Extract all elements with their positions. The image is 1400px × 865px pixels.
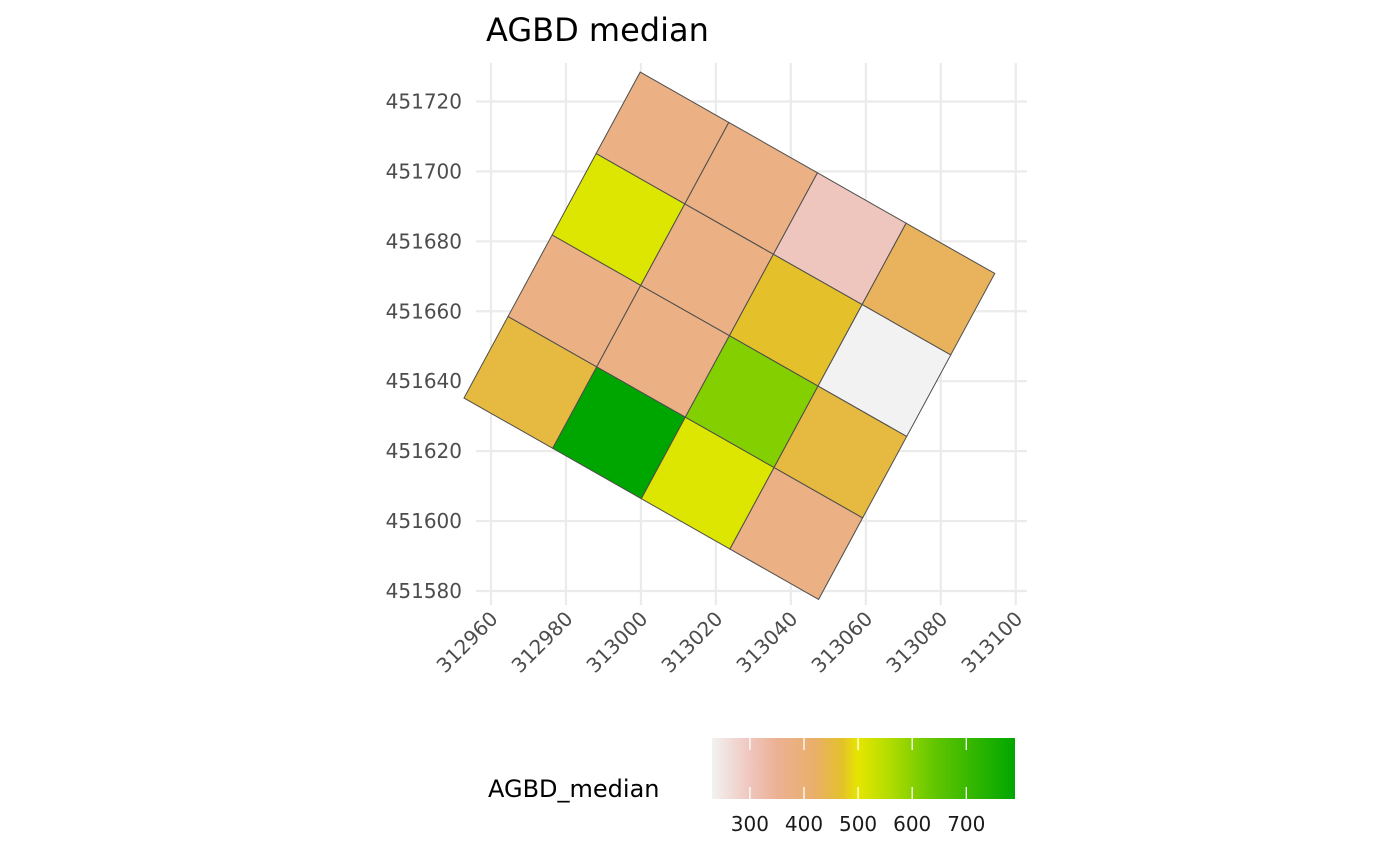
- y-tick-label: 451640: [386, 369, 462, 393]
- y-tick-label: 451620: [386, 439, 462, 463]
- y-axis: 451580 451600 451620 451640 451660 451680 4517…: [386, 89, 462, 603]
- y-tick-label: 451700: [386, 159, 462, 183]
- x-tick-label: 313100: [956, 607, 1027, 678]
- legend-colorbar: [712, 738, 1015, 799]
- legend-tick-label: 400: [785, 812, 823, 836]
- cell-layer: [463, 71, 996, 601]
- x-tick-label: 313060: [806, 607, 877, 678]
- x-tick-label: 313040: [731, 607, 802, 678]
- x-tick-label: 313020: [656, 607, 727, 678]
- chart-title: AGBD median: [486, 11, 709, 49]
- legend-tick-label: 300: [731, 812, 769, 836]
- legend-title: AGBD_median: [488, 775, 660, 803]
- x-tick-label: 313000: [581, 607, 652, 678]
- y-tick-label: 451680: [386, 229, 462, 253]
- x-axis: 312960 312980 313000 313020 313040 313060 3130…: [432, 607, 1028, 678]
- y-tick-label: 451600: [386, 509, 462, 533]
- y-tick-label: 451720: [386, 89, 462, 113]
- x-tick-label: 312960: [432, 607, 503, 678]
- y-tick-label: 451660: [386, 299, 462, 323]
- x-tick-label: 312980: [507, 607, 578, 678]
- cell-r3-c3: [729, 466, 864, 601]
- legend-tick-label: 600: [893, 812, 931, 836]
- legend-tick-label: 500: [839, 812, 877, 836]
- legend-ticks: 300 400 500 600 700: [731, 738, 985, 836]
- legend: AGBD_median 300 400 500 600 700: [488, 738, 1015, 836]
- legend-tick-label: 700: [947, 812, 985, 836]
- y-tick-label: 451580: [386, 579, 462, 603]
- x-tick-label: 313080: [881, 607, 952, 678]
